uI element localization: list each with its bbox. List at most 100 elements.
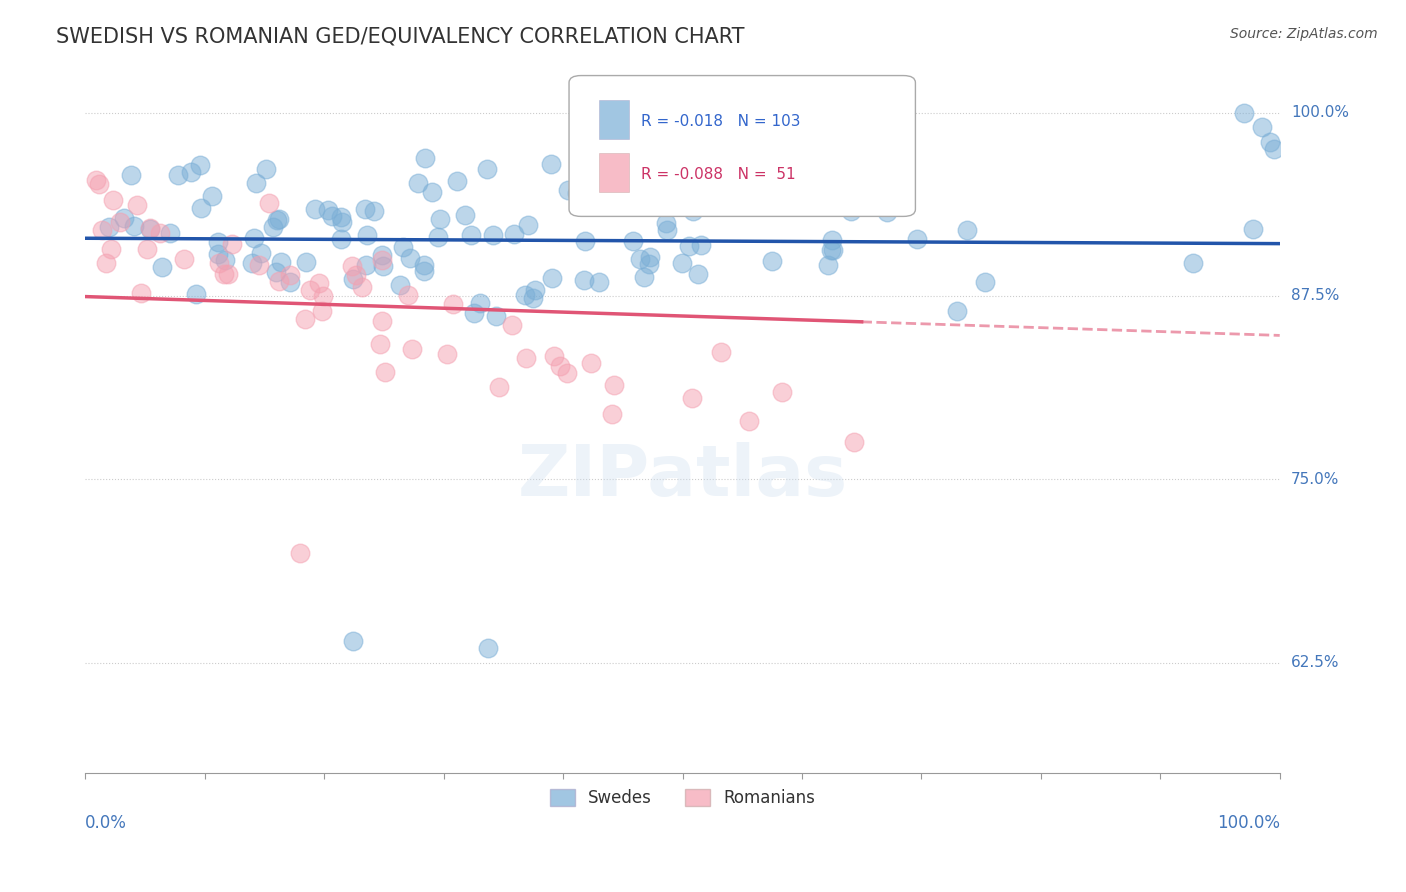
Point — [436, 347, 458, 361]
Point — [207, 247, 229, 261]
Point — [371, 259, 394, 273]
Text: 100.0%: 100.0% — [1291, 105, 1348, 120]
Text: R = -0.018   N = 103: R = -0.018 N = 103 — [641, 114, 800, 128]
Point — [429, 211, 451, 226]
Point — [159, 226, 181, 240]
Point — [454, 208, 477, 222]
Point — [413, 151, 436, 165]
Point — [120, 168, 142, 182]
Point — [628, 252, 651, 266]
Point — [269, 211, 291, 226]
Legend: Swedes, Romanians: Swedes, Romanians — [543, 782, 823, 814]
Point — [184, 287, 207, 301]
Point — [624, 199, 647, 213]
Point — [388, 277, 411, 292]
Point — [278, 268, 301, 282]
Point — [475, 162, 498, 177]
Point — [956, 223, 979, 237]
Point — [247, 258, 270, 272]
Bar — [599, 100, 628, 139]
Text: 100.0%: 100.0% — [1216, 814, 1279, 832]
Point — [370, 337, 392, 351]
Point — [821, 233, 844, 247]
Bar — [599, 153, 628, 192]
Point — [295, 255, 318, 269]
Point — [1181, 256, 1204, 270]
Point — [588, 275, 610, 289]
Point — [259, 196, 281, 211]
Point — [87, 177, 110, 191]
Point — [738, 414, 761, 428]
Point — [682, 203, 704, 218]
Point — [188, 158, 211, 172]
Point — [214, 252, 236, 267]
Point — [221, 237, 243, 252]
Point — [167, 168, 190, 182]
Point — [541, 271, 564, 285]
Point — [761, 254, 783, 268]
Point — [463, 306, 485, 320]
Point — [363, 204, 385, 219]
Point — [817, 258, 839, 272]
Point — [84, 173, 107, 187]
Point — [139, 220, 162, 235]
Point — [342, 633, 364, 648]
Point — [844, 434, 866, 449]
Point — [242, 256, 264, 270]
Point — [290, 546, 312, 560]
Point — [488, 380, 510, 394]
Text: SWEDISH VS ROMANIAN GED/EQUIVALENCY CORRELATION CHART: SWEDISH VS ROMANIAN GED/EQUIVALENCY CORR… — [56, 27, 745, 46]
Point — [399, 251, 422, 265]
Text: R = -0.088   N =  51: R = -0.088 N = 51 — [641, 167, 796, 182]
Point — [690, 238, 713, 252]
Point — [1258, 135, 1281, 149]
Point — [190, 201, 212, 215]
Point — [524, 283, 547, 297]
Point — [371, 252, 394, 267]
Point — [686, 267, 709, 281]
Point — [515, 288, 537, 302]
Point — [503, 227, 526, 242]
Point — [574, 272, 596, 286]
Point — [371, 248, 394, 262]
Point — [484, 310, 506, 324]
Point — [250, 245, 273, 260]
Point — [173, 252, 195, 266]
Point — [91, 223, 114, 237]
Point — [321, 209, 343, 223]
Point — [876, 205, 898, 219]
Point — [280, 275, 302, 289]
Text: 62.5%: 62.5% — [1291, 656, 1340, 670]
Point — [710, 345, 733, 359]
Point — [638, 257, 661, 271]
Point — [427, 230, 450, 244]
Point — [778, 157, 800, 171]
Point — [1241, 222, 1264, 236]
Point — [342, 271, 364, 285]
Point — [681, 392, 703, 406]
Point — [413, 264, 436, 278]
Point — [214, 267, 236, 281]
Point — [406, 177, 429, 191]
Point — [671, 256, 693, 270]
Point — [254, 161, 277, 176]
Point — [208, 256, 231, 270]
Point — [1263, 142, 1285, 156]
Point — [245, 177, 267, 191]
Point — [548, 359, 571, 373]
Point — [344, 268, 367, 283]
Point — [139, 222, 162, 236]
Point — [638, 250, 661, 264]
Point — [482, 227, 505, 242]
Point — [820, 243, 842, 257]
Point — [267, 274, 290, 288]
Point — [401, 342, 423, 356]
Point — [149, 226, 172, 240]
Point — [270, 254, 292, 268]
Point — [446, 174, 468, 188]
Point — [460, 228, 482, 243]
Point — [266, 213, 288, 227]
Point — [543, 349, 565, 363]
Point — [129, 285, 152, 300]
Point — [207, 235, 229, 249]
